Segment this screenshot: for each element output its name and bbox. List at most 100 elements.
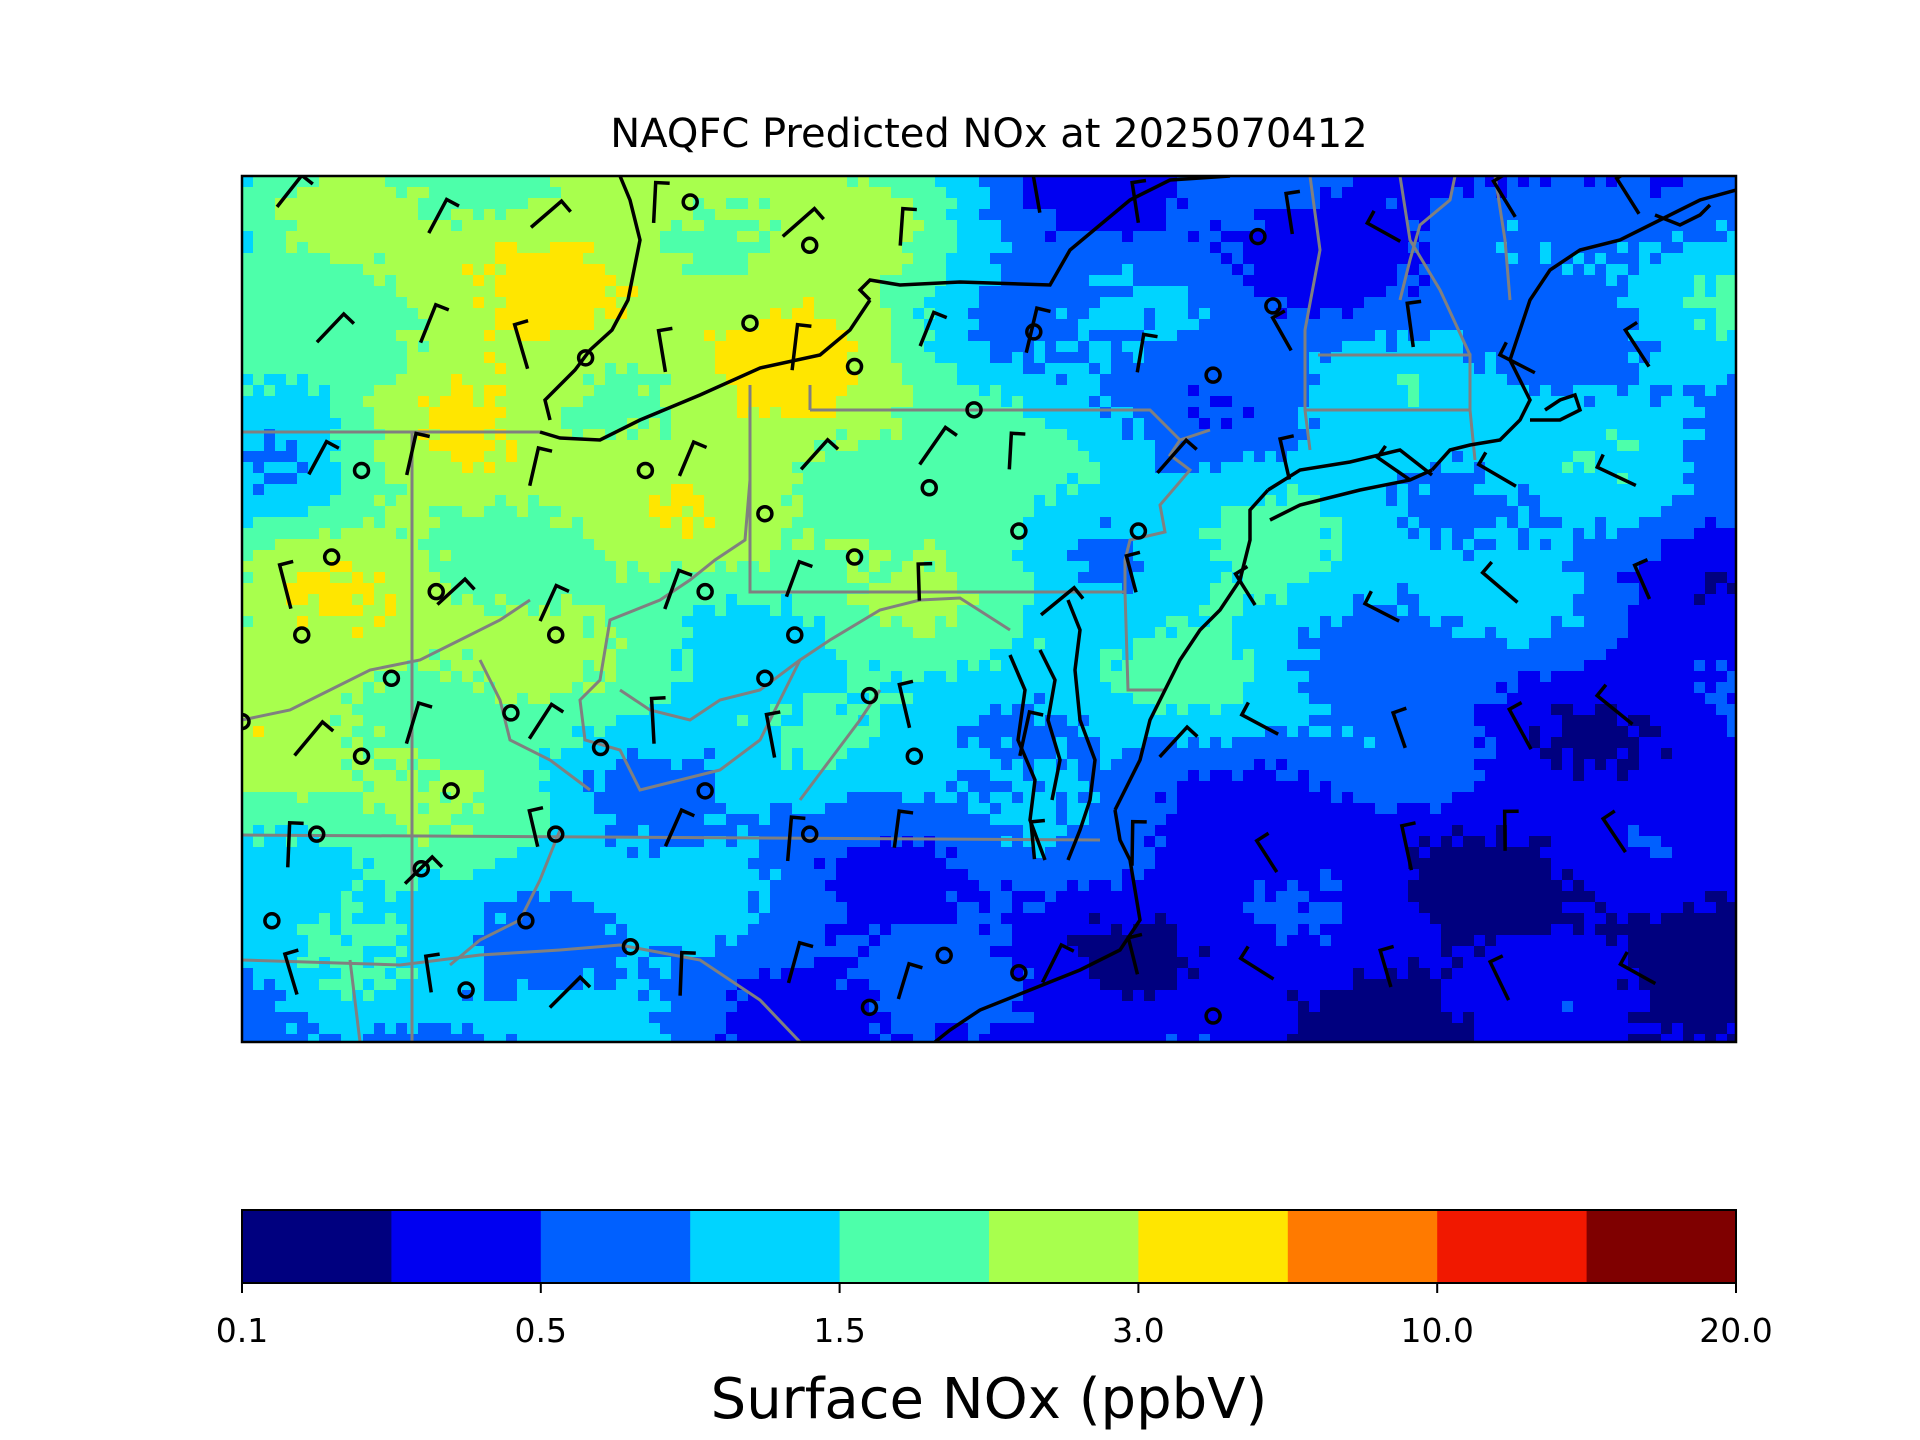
field-cell <box>1672 319 1684 331</box>
field-cell <box>484 209 496 221</box>
field-cell <box>550 539 562 551</box>
field-cell <box>594 242 606 254</box>
field-cell <box>1243 440 1255 452</box>
field-cell <box>913 517 925 529</box>
field-cell <box>1474 528 1486 540</box>
field-cell <box>1430 506 1442 518</box>
field-cell <box>1199 297 1211 309</box>
field-cell <box>1320 407 1332 419</box>
field-cell <box>440 429 452 441</box>
field-cell <box>825 407 837 419</box>
field-cell <box>1639 385 1651 397</box>
field-cell <box>1254 297 1266 309</box>
field-cell <box>1232 352 1244 364</box>
field-cell <box>484 352 496 364</box>
field-cell <box>1529 528 1541 540</box>
field-cell <box>242 550 254 562</box>
field-cell <box>1100 539 1112 551</box>
field-cell <box>1067 352 1079 364</box>
field-cell <box>1221 407 1233 419</box>
field-cell <box>517 396 529 408</box>
field-cell <box>737 209 749 221</box>
field-cell <box>1276 407 1288 419</box>
field-cell <box>770 286 782 298</box>
field-cell <box>737 451 749 463</box>
field-cell <box>1056 209 1068 221</box>
field-cell <box>616 418 628 430</box>
field-cell <box>385 517 397 529</box>
field-cell <box>1111 429 1123 441</box>
field-cell <box>572 484 584 496</box>
field-cell <box>1375 484 1387 496</box>
field-cell <box>462 275 474 287</box>
field-cell <box>814 319 826 331</box>
field-cell <box>1529 550 1541 562</box>
field-cell <box>506 264 518 276</box>
field-cell <box>1012 506 1024 518</box>
field-cell <box>1188 517 1200 529</box>
field-cell <box>726 484 738 496</box>
field-cell <box>572 220 584 232</box>
field-cell <box>1485 385 1497 397</box>
field-cell <box>1650 286 1662 298</box>
field-cell <box>1606 231 1618 243</box>
field-cell <box>737 352 749 364</box>
field-cell <box>847 451 859 463</box>
field-cell <box>1144 374 1156 386</box>
field-cell <box>1617 495 1629 507</box>
field-cell <box>1309 308 1321 320</box>
field-cell <box>1067 539 1079 551</box>
field-cell <box>583 429 595 441</box>
field-cell <box>1452 484 1464 496</box>
field-cell <box>594 275 606 287</box>
field-cell <box>1408 517 1420 529</box>
field-cell <box>1386 352 1398 364</box>
field-cell <box>1122 187 1134 199</box>
field-cell <box>704 517 716 529</box>
field-cell <box>792 264 804 276</box>
field-cell <box>1628 286 1640 298</box>
field-cell <box>1298 264 1310 276</box>
field-cell <box>1078 396 1090 408</box>
field-cell <box>275 275 287 287</box>
field-cell <box>1210 451 1222 463</box>
field-cell <box>1430 396 1442 408</box>
field-cell <box>1595 517 1607 529</box>
field-cell <box>803 495 815 507</box>
field-cell <box>1430 341 1442 353</box>
field-cell <box>253 308 265 320</box>
field-cell <box>605 473 617 485</box>
field-cell <box>1485 220 1497 232</box>
field-cell <box>572 539 584 551</box>
field-cell <box>638 264 650 276</box>
field-cell <box>1672 231 1684 243</box>
field-cell <box>1111 462 1123 474</box>
field-cell <box>1243 275 1255 287</box>
field-cell <box>583 440 595 452</box>
field-cell <box>418 297 430 309</box>
field-cell <box>1166 220 1178 232</box>
field-cell <box>506 539 518 551</box>
field-cell <box>1210 297 1222 309</box>
field-cell <box>473 374 485 386</box>
field-cell <box>1331 550 1343 562</box>
field-cell <box>1133 308 1145 320</box>
field-cell <box>1221 198 1233 210</box>
field-cell <box>517 561 529 573</box>
field-cell <box>847 176 859 188</box>
field-cell <box>1518 297 1530 309</box>
field-cell <box>1265 506 1277 518</box>
field-cell <box>1353 264 1365 276</box>
field-cell <box>484 330 496 342</box>
field-cell <box>1562 550 1574 562</box>
field-cell <box>308 198 320 210</box>
field-cell <box>1166 253 1178 265</box>
field-cell <box>341 209 353 221</box>
field-cell <box>1045 407 1057 419</box>
field-cell <box>1441 517 1453 529</box>
field-cell <box>1177 528 1189 540</box>
field-cell <box>1595 429 1607 441</box>
field-cell <box>242 264 254 276</box>
field-cell <box>385 341 397 353</box>
field-cell <box>671 264 683 276</box>
